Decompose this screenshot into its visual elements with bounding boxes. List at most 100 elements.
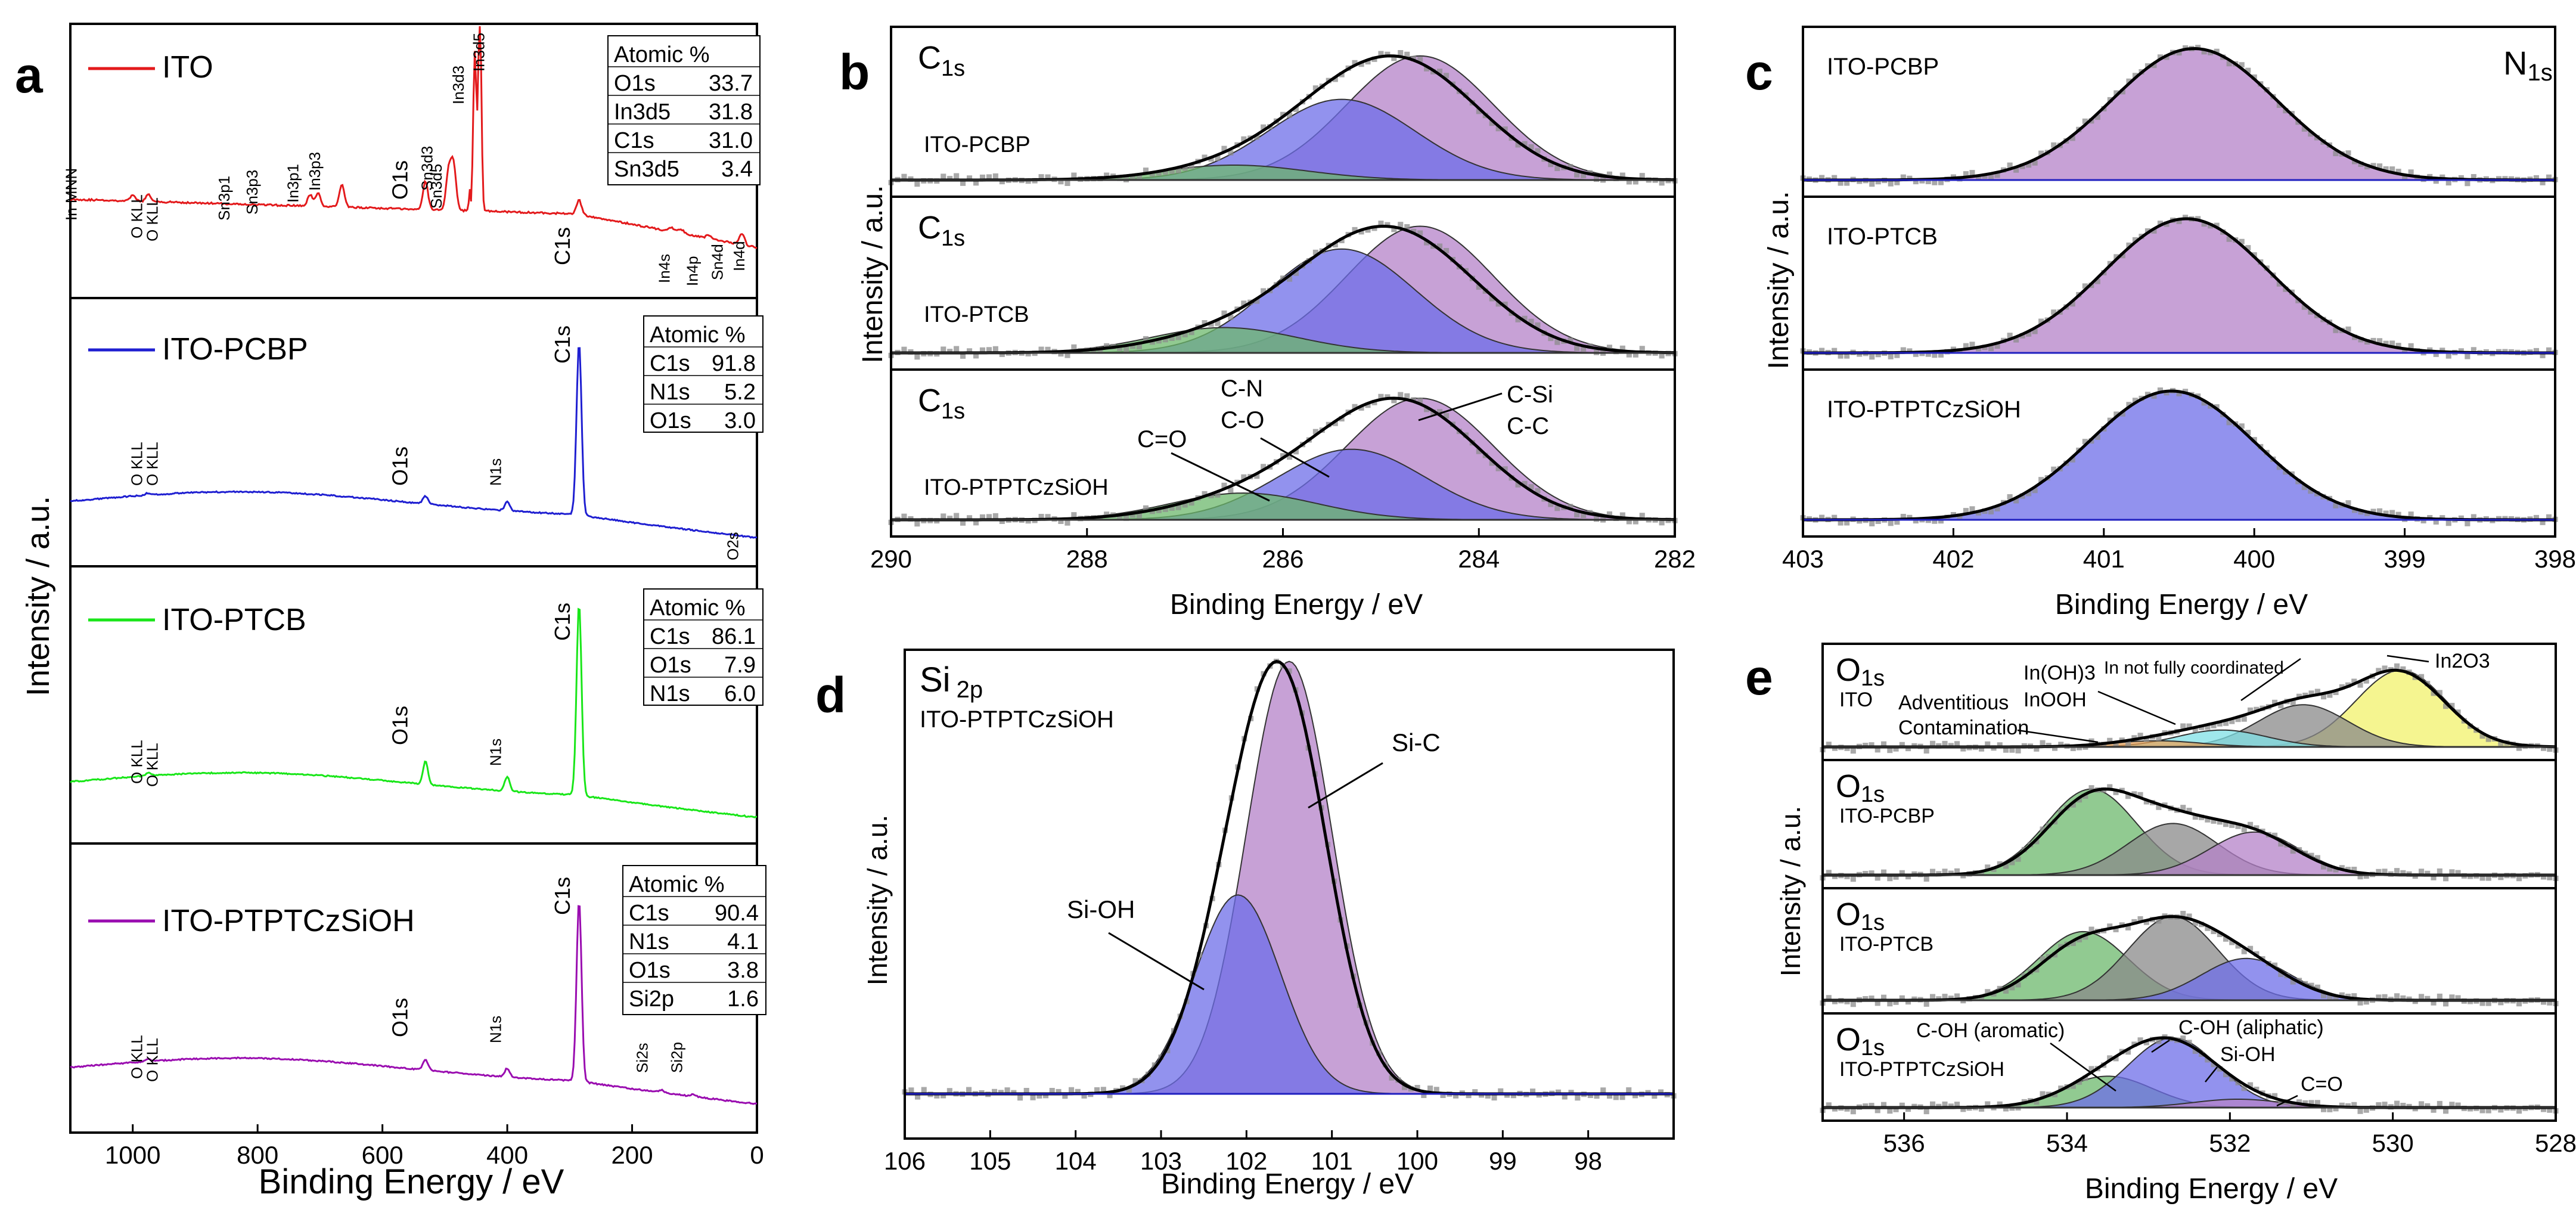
atomic-table-value: 90.4	[715, 901, 759, 926]
atomic-table-value: 5.2	[724, 380, 756, 405]
peak-label: O KLL	[128, 194, 145, 238]
peak-label: O KLL	[144, 1038, 162, 1082]
sample-label: ITO	[1839, 689, 1873, 711]
atomic-table-element: N1s	[629, 929, 669, 954]
peak-label: O1s	[388, 446, 412, 486]
core-level-title: C1s	[918, 40, 965, 81]
atomic-table-value: 3.8	[727, 958, 759, 983]
legend-label: ITO-PCBP	[162, 332, 308, 367]
x-tick-label: 288	[1066, 545, 1108, 573]
atomic-table-element: O1s	[650, 408, 691, 433]
atomic-table-title: Atomic %	[650, 596, 745, 621]
subplot-frame	[890, 368, 1676, 538]
x-tick-label: 528	[2535, 1129, 2576, 1157]
x-tick-label: 532	[2209, 1129, 2251, 1157]
atomic-table-value: 91.8	[712, 351, 756, 376]
atomic-table-element: In3d5	[614, 100, 671, 125]
atomic-table-element: C1s	[614, 128, 654, 153]
atomic-table-element: Si2p	[629, 987, 674, 1012]
legend-label: ITO-PTCB	[162, 603, 306, 637]
core-subscript: 1s	[941, 226, 965, 251]
bond-annotation: In not fully coordinated	[2104, 658, 2284, 678]
peak-label: N1s	[487, 1016, 505, 1043]
fit-envelope	[1803, 389, 2555, 522]
core-subscript: 1s	[1861, 782, 1885, 807]
x-tick-label: 800	[237, 1141, 278, 1169]
x-tick-label: 106	[884, 1147, 926, 1175]
peak-label: Sn3d3	[418, 146, 436, 191]
sample-label: ITO-PCBP	[924, 132, 1031, 157]
x-tick-label: 536	[1883, 1129, 1925, 1157]
subplot-ITO-PTCB: ITO-PTCB	[1800, 196, 2558, 371]
peak-label: O KLL	[144, 442, 162, 486]
bond-annotation: C=O	[2301, 1073, 2343, 1096]
sample-label: ITO-PTCB	[1839, 933, 1933, 956]
x-tick-label: 399	[2384, 545, 2426, 573]
panel-letter-a: a	[15, 47, 44, 103]
core-symbol: Si	[920, 660, 951, 699]
atomic-table-element: Sn3d5	[614, 157, 679, 182]
peak-label: N1s	[487, 739, 505, 766]
x-tick-label: 102	[1225, 1147, 1267, 1175]
x-tick-label: 286	[1262, 545, 1303, 573]
peak-label: In3p3	[306, 152, 324, 191]
core-symbol: O	[1836, 897, 1861, 932]
x-tick-label: 98	[1574, 1147, 1602, 1175]
atomic-table-value: 86.1	[712, 624, 756, 649]
atomic-table-element: C1s	[650, 624, 690, 649]
subplot-ITO-PTPTCzSiOH: C1s ITO-PTPTCzSiOH	[888, 368, 1678, 538]
peak-label: Sn3p3	[243, 170, 261, 215]
plot-frame	[904, 649, 1675, 1140]
survey-spectrum	[70, 26, 758, 249]
x-tick-label: 530	[2372, 1129, 2414, 1157]
atomic-table-title: Atomic %	[629, 872, 724, 897]
subplot-ITO-PTCB: ITO-PTCB Atomic % C1s 86.1 O1s 7.9 N1s 6.0	[69, 565, 764, 845]
core-subscript: 1s	[1861, 666, 1885, 691]
subplot-ITO-PCBP: ITO-PCBP Atomic % C1s 91.8 N1s 5.2 O1s 3.0	[69, 297, 764, 567]
x-tick-label: 284	[1458, 545, 1500, 573]
x-tick-label: 103	[1140, 1147, 1182, 1175]
panel-a: a Intensity / a.u. Binding Energy / eV 1…	[15, 23, 766, 1201]
core-subscript: 1s	[1861, 1035, 1885, 1060]
core-level-title: O1s	[1836, 652, 1885, 691]
core-subscript: 1s	[2527, 60, 2552, 86]
core-level-title: C1s	[918, 210, 965, 251]
panel-letter-c: c	[1745, 44, 1773, 100]
legend-label: ITO	[162, 50, 213, 85]
core-symbol: C	[918, 210, 941, 246]
atomic-table-element: C1s	[650, 351, 690, 376]
fit-envelope	[1803, 217, 2555, 355]
subplot-ITO-PCBP: ITO-PCBP	[1800, 26, 2558, 198]
atomic-table-value: 3.0	[724, 408, 756, 433]
bond-annotation: C-OH (aliphatic)	[2178, 1016, 2324, 1039]
survey-spectrum	[70, 905, 758, 1105]
atomic-table-value: 31.0	[709, 128, 753, 153]
panel-b: b Intensity / a.u. Binding Energy / eV 2…	[839, 26, 1696, 621]
bond-annotation: In(OH)3	[2023, 662, 2096, 684]
x-tick-label: 534	[2046, 1129, 2088, 1157]
atomic-table-title: Atomic %	[650, 322, 745, 348]
bond-annotation: C-C	[1507, 413, 1549, 439]
annotation-arrows	[1171, 392, 1503, 502]
peak-label: In3p1	[284, 164, 302, 203]
panel-letter-e: e	[1745, 649, 1773, 705]
panel-e-subplots: O1sITOO1sITO-PCBPO1sITO-PTCBO1sITO-PTPTC…	[1820, 643, 2559, 1122]
peak-label: O KLL	[128, 442, 145, 486]
atomic-table-element: O1s	[650, 653, 691, 678]
atomic-table-value: 4.1	[727, 929, 759, 954]
peak-label: In3d5	[470, 33, 488, 72]
atomic-table	[622, 865, 766, 1015]
bond-annotation: C-N	[1221, 376, 1263, 402]
x-tick-label: 400	[2233, 545, 2275, 573]
bond-annotation: In2O3	[2435, 650, 2490, 672]
atomic-table-element: O1s	[629, 958, 671, 983]
peak-label: Si2p	[668, 1042, 685, 1073]
survey-spectrum	[70, 607, 758, 818]
panel-a-xticks: 1000 800 600 400 200 0	[105, 1124, 764, 1169]
bond-annotation: Adventitious	[1898, 691, 2009, 714]
atomic-table-title: Atomic %	[614, 42, 709, 67]
bond-annotation: C=O	[1137, 426, 1187, 452]
